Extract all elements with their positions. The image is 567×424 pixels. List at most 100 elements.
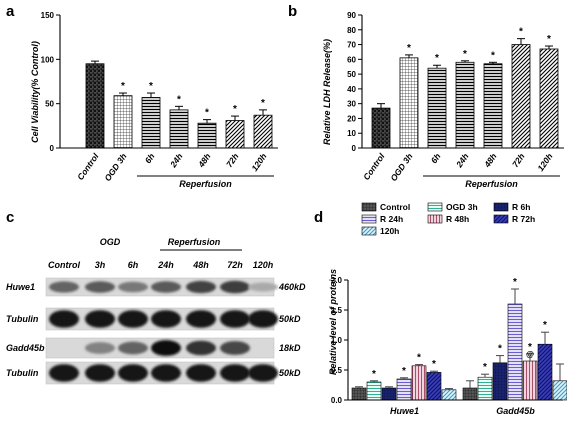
chart-a-ylabel: Cell Viability(% Control)	[30, 41, 40, 143]
blot-band	[186, 280, 216, 294]
chart-a-ytick-label: 100	[41, 55, 55, 64]
chart-a-cell-viability: Cell Viability(% Control) 0 50 100 150 Cont…	[30, 11, 278, 189]
blot-row-label: Tubulin	[6, 368, 39, 378]
chart-b-reperfusion-label: Reperfusion	[465, 179, 518, 189]
chart-b-xtick-label: 48h	[481, 151, 498, 170]
chart-b-ldh-release: Relative LDH Release(%) 0 10 20 30 40 50 60 70 8…	[322, 11, 564, 189]
blot-band	[85, 281, 115, 293]
chart-b-bar	[539, 48, 559, 149]
chart-a-ytick-label: 150	[41, 11, 55, 20]
chart-d-ytick-label: 1.5	[331, 306, 343, 315]
blot-band	[151, 310, 181, 328]
chart-a-xtick-label: 48h	[195, 151, 212, 170]
blot-band	[248, 364, 278, 382]
chart-b-ytick-label: 70	[347, 41, 356, 50]
chart-d-bar	[381, 387, 397, 401]
chart-d-at-marker: @	[526, 350, 534, 359]
chart-d-bar	[537, 343, 553, 401]
chart-d-protein-levels: Control OGD 3h R 6h R 24h R 48h R 72h 120h Rel…	[328, 202, 567, 416]
legend-swatch	[361, 226, 377, 236]
chart-d-ytick-label: 2.0	[331, 276, 343, 285]
legend-swatch	[427, 202, 443, 212]
blot-band	[220, 280, 250, 294]
chart-b-bar	[427, 67, 447, 149]
chart-d-significance-marker: *	[372, 369, 376, 380]
legend-swatch	[361, 202, 377, 212]
blot-band	[118, 310, 148, 328]
chart-d-xtick-label: Huwe1	[390, 406, 419, 416]
chart-b-significance-marker: *	[547, 34, 551, 45]
legend-swatch	[493, 202, 509, 212]
chart-b-ytick-label: 50	[347, 70, 356, 79]
chart-d-bar	[366, 381, 382, 401]
blot-band	[49, 310, 79, 328]
chart-a-xtick-label: 6h	[143, 151, 157, 165]
chart-d-ytick-label: 1.0	[331, 336, 343, 345]
blot-row-label: Gadd45b	[6, 343, 45, 353]
chart-b-xtick-label: 72h	[510, 151, 527, 169]
blot-band	[85, 364, 115, 382]
chart-a-ytick-label: 0	[50, 144, 55, 153]
blot-band	[118, 341, 148, 355]
chart-d-significance-marker: *	[543, 320, 547, 331]
chart-b-ylabel: Relative LDH Release(%)	[322, 39, 332, 145]
chart-b-significance-marker: *	[519, 27, 523, 38]
chart-d-legend: Control OGD 3h R 6h R 24h R 48h R 72h 120h	[361, 202, 535, 236]
chart-d-bar	[351, 387, 367, 401]
blot-row-label: Huwe1	[6, 282, 35, 292]
chart-d-bar	[477, 376, 493, 401]
blot-band	[220, 310, 250, 328]
blot-size-label: 18kD	[279, 343, 301, 353]
chart-d-bar	[441, 389, 457, 401]
legend-label: R 24h	[380, 214, 403, 224]
chart-b-bar	[399, 57, 419, 149]
chart-b-ytick-label: 10	[347, 129, 356, 138]
legend-label: Control	[380, 202, 410, 212]
chart-a-significance-marker: *	[233, 104, 237, 115]
chart-d-bar	[411, 365, 427, 401]
blot-row-label: Tubulin	[6, 314, 39, 324]
chart-d-bar	[522, 360, 538, 401]
blot-lane-label: 6h	[128, 260, 139, 270]
chart-b-ytick-label: 30	[347, 100, 356, 109]
chart-b-ytick-label: 0	[352, 144, 357, 153]
chart-a-xtick-label: 72h	[224, 151, 241, 169]
chart-b-xtick-label: 24h	[453, 151, 470, 170]
legend-swatch	[427, 214, 443, 224]
blot-lane-label: 24h	[157, 260, 174, 270]
chart-d-bar	[552, 380, 567, 401]
blot-band	[85, 342, 115, 354]
chart-a-significance-marker: *	[177, 94, 181, 105]
legend-label: 120h	[380, 226, 399, 236]
chart-a-significance-marker: *	[121, 81, 125, 92]
chart-b-ytick-label: 80	[347, 26, 356, 35]
panel-label-a: a	[6, 3, 15, 20]
chart-b-bar	[455, 61, 475, 149]
chart-b-ytick-label: 90	[347, 11, 356, 20]
chart-d-ytick-label: 0.5	[331, 366, 343, 375]
blot-band	[186, 364, 216, 382]
chart-a-xtick-label: OGD 3h	[102, 151, 128, 183]
chart-a-significance-marker: *	[261, 98, 265, 109]
blot-header-reperfusion: Reperfusion	[168, 237, 221, 247]
chart-a-xtick-label: 120h	[249, 151, 268, 173]
chart-d-bar	[396, 378, 412, 401]
blot-lane-label: 72h	[227, 260, 243, 270]
chart-b-ytick-label: 60	[347, 55, 356, 64]
legend-label: R 72h	[512, 214, 535, 224]
legend-swatch	[361, 214, 377, 224]
western-blot-panel: OGD Reperfusion Control 3h 6h 24h 48h 72h 120h…	[6, 237, 306, 385]
blot-lane-label: Control	[48, 260, 80, 270]
chart-b-significance-marker: *	[407, 43, 411, 54]
legend-label: R 6h	[512, 202, 530, 212]
blot-band	[186, 310, 216, 328]
chart-a-xtick-label: Control	[75, 151, 101, 182]
legend-label: R 48h	[446, 214, 469, 224]
chart-d-significance-marker: *	[432, 359, 436, 370]
blot-band	[118, 281, 148, 293]
chart-a-bar	[253, 114, 273, 149]
chart-b-ytick-label: 20	[347, 114, 356, 123]
blot-band	[248, 310, 278, 328]
chart-a-significance-marker: *	[205, 108, 209, 119]
